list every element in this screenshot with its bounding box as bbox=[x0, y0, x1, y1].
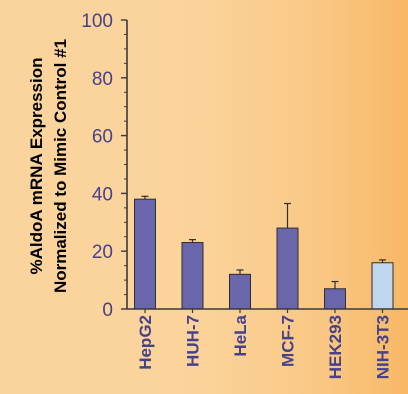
x-tick-label: HUH-7 bbox=[184, 315, 203, 367]
x-tick-label: HeLa bbox=[231, 314, 250, 356]
y-tick-label: 80 bbox=[92, 69, 113, 90]
bar bbox=[134, 198, 156, 310]
bar bbox=[276, 227, 299, 310]
y-axis-title: %AldoA mRNA Expression Normalized to Mim… bbox=[27, 39, 70, 293]
bar bbox=[181, 242, 204, 310]
y-tick-label: 40 bbox=[92, 184, 113, 205]
x-tick-label: HepG2 bbox=[136, 315, 155, 370]
y-tick-label: 100 bbox=[81, 11, 113, 32]
y-tick-label: 20 bbox=[92, 242, 113, 263]
bar-group bbox=[181, 239, 204, 310]
y-axis-title-line-2: Normalized to Mimic Control #1 bbox=[51, 39, 70, 293]
x-tick-label: MCF-7 bbox=[279, 315, 298, 367]
y-tick-label: 60 bbox=[92, 127, 113, 148]
bar-group bbox=[371, 259, 394, 310]
plot-background bbox=[127, 0, 408, 394]
bar-group bbox=[134, 195, 156, 310]
bar bbox=[324, 288, 346, 310]
bar-group bbox=[324, 280, 346, 310]
y-tick-label: 0 bbox=[102, 300, 113, 321]
bar bbox=[229, 273, 251, 310]
y-axis: 0 20 40 60 80 100 bbox=[81, 11, 127, 321]
bar-group bbox=[229, 269, 251, 310]
bar bbox=[371, 262, 394, 310]
x-tick-label: HEK293 bbox=[326, 315, 345, 379]
y-axis-title-line-1: %AldoA mRNA Expression bbox=[27, 58, 46, 275]
x-tick-label: NIH-3T3 bbox=[374, 315, 393, 379]
